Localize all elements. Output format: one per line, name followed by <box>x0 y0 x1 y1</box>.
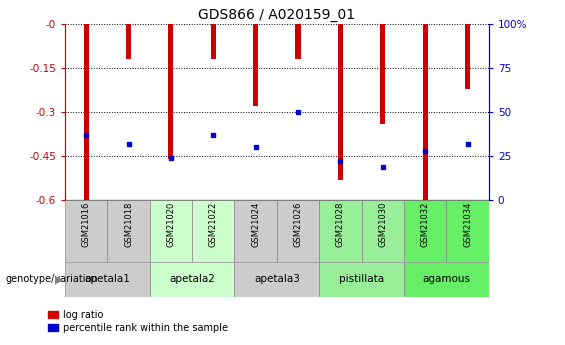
Bar <box>150 200 192 262</box>
Bar <box>65 200 107 262</box>
Bar <box>192 200 234 262</box>
Text: GSM21018: GSM21018 <box>124 202 133 247</box>
Bar <box>362 200 404 262</box>
Bar <box>65 262 150 297</box>
Bar <box>446 200 489 262</box>
Text: GSM21030: GSM21030 <box>379 202 387 247</box>
Bar <box>319 200 362 262</box>
Bar <box>84 24 89 200</box>
Text: agamous: agamous <box>423 275 470 284</box>
Text: ▶: ▶ <box>55 275 64 284</box>
Text: apetala3: apetala3 <box>254 275 300 284</box>
Text: GSM21026: GSM21026 <box>294 202 302 247</box>
Text: GSM21016: GSM21016 <box>82 202 90 247</box>
Bar <box>150 262 234 297</box>
Text: apetala1: apetala1 <box>84 275 131 284</box>
Text: GSM21022: GSM21022 <box>209 202 218 247</box>
Text: pistillata: pistillata <box>339 275 384 284</box>
Text: GSM21032: GSM21032 <box>421 202 429 247</box>
Title: GDS866 / A020159_01: GDS866 / A020159_01 <box>198 8 355 22</box>
Bar <box>319 262 404 297</box>
Bar <box>423 24 428 200</box>
Text: GSM21020: GSM21020 <box>167 202 175 247</box>
Text: GSM21034: GSM21034 <box>463 202 472 247</box>
Bar <box>234 262 319 297</box>
Bar <box>234 200 277 262</box>
Bar <box>168 24 173 159</box>
Bar <box>277 200 319 262</box>
Text: genotype/variation: genotype/variation <box>6 275 98 284</box>
Bar <box>465 24 470 89</box>
Bar <box>295 24 301 59</box>
Text: apetala2: apetala2 <box>169 275 215 284</box>
Bar <box>380 24 385 124</box>
Bar <box>253 24 258 106</box>
Legend: log ratio, percentile rank within the sample: log ratio, percentile rank within the sa… <box>45 306 232 337</box>
Text: GSM21028: GSM21028 <box>336 202 345 247</box>
Bar <box>211 24 216 59</box>
Bar <box>107 200 150 262</box>
Text: GSM21024: GSM21024 <box>251 202 260 247</box>
Bar <box>404 262 489 297</box>
Bar <box>338 24 343 180</box>
Bar <box>404 200 446 262</box>
Bar <box>126 24 131 59</box>
